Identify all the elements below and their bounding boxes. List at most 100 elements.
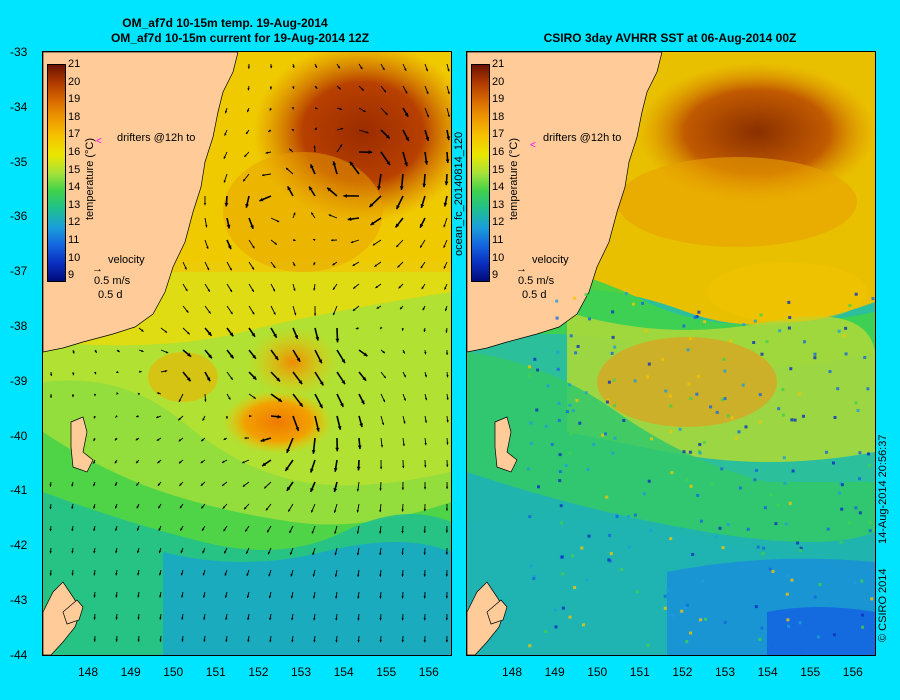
current-arrow-head [285,167,289,171]
current-arrow-head [287,186,292,191]
sst-speckle [785,592,789,596]
current-arrow-head [313,617,316,621]
current-arrow-head [178,417,181,421]
sst-speckle [781,388,785,391]
current-arrow-head [293,238,296,242]
current-arrow-head [185,288,188,292]
current-arrow-head [159,617,162,620]
current-arrow-head [362,376,367,381]
sst-speckle [696,374,700,378]
current-arrow-head [265,151,269,154]
current-arrow-head [402,465,405,469]
current-arrow-head [242,484,246,487]
sst-speckle [787,300,791,304]
sst-speckle [606,398,610,402]
sst-speckle [601,433,605,437]
current-arrow-head [312,596,316,599]
sst-speckle [770,644,774,648]
current-arrow-head [443,224,446,228]
current-arrow-head [178,399,182,402]
current-arrow-head [159,639,162,642]
current-arrow-head [71,484,74,487]
current-arrow-head [333,510,337,513]
sst-speckle [688,337,692,340]
sst-speckle [651,319,654,323]
sst-speckle [863,356,867,359]
current-arrow-head [203,639,206,642]
current-arrow-head [224,110,228,114]
sst-speckle [720,467,724,471]
sst-speckle [862,321,866,325]
current-arrow-head [224,202,229,207]
sst-speckle [714,535,718,539]
sst-speckle [647,479,651,483]
current-arrow-head [295,427,300,432]
current-arrow-head [368,150,373,155]
current-arrow-head [310,164,314,169]
current-arrow-head [246,573,249,576]
current-arrow-head [201,438,204,442]
current-arrow-head [246,551,249,554]
lat-tick-label: -43 [10,593,28,607]
sst-speckle [763,506,767,510]
colorbar-tick-label: 10 [492,251,505,264]
sst-speckle [718,526,722,530]
current-arrow-head [156,415,159,419]
sst-speckle [670,613,674,617]
current-arrow-head [313,145,316,148]
current-arrow-head [423,329,426,332]
sst-speckle [709,405,713,409]
current-arrow-head [202,550,205,554]
current-arrow-head [135,437,139,441]
current-arrow-head [136,460,139,464]
current-arrow-head [316,427,320,432]
sst-speckle [678,427,682,431]
sst-speckle [840,483,844,487]
sst-speckle [826,527,830,531]
lat-tick-label: -42 [10,538,28,553]
lon-tick-label: 156 [418,665,439,679]
current-arrow-head [445,508,449,511]
current-arrow-head [446,442,449,445]
current-arrow-head [223,156,226,159]
lon-tick-label: 153 [291,665,312,679]
lat-tick-label: -39 [10,373,28,388]
colorbar-tick-label: 9 [68,269,75,282]
sst-speckle [854,506,858,510]
current-arrow-head [206,377,211,382]
colorbar-tick-label: 19 [68,93,81,106]
current-arrow-head [445,486,449,489]
lon-tick-label: 154 [333,665,354,679]
current-arrow-head [312,574,315,577]
sst-speckle [529,564,533,568]
current-arrow-head [265,507,269,511]
sst-speckle [631,302,635,306]
current-arrow-head [356,489,360,492]
current-arrow-head [401,530,404,534]
current-arrow-head [379,618,382,621]
sst-speckle [689,397,693,401]
current-arrow-head [71,528,74,532]
current-arrow-head [311,531,314,534]
current-arrow-head [337,425,342,430]
sst-speckle [837,491,841,495]
left-velocity-label: velocity [108,254,145,266]
current-arrow-head [314,127,317,131]
sst-speckle [679,324,683,328]
current-arrow-head [269,639,272,643]
current-arrow-head [293,212,296,215]
current-arrow-head [318,359,322,364]
lat-tick-label: -36 [10,209,28,224]
sst-speckle [650,437,653,441]
current-arrow-head [357,574,360,577]
current-arrow-head [445,596,449,599]
current-arrow-head [226,224,231,229]
current-arrow-head [379,640,382,643]
current-arrow-head [353,286,356,289]
current-arrow-head [335,447,340,452]
current-arrow-head [259,197,264,202]
right-drifters-label: drifters @12h to [543,132,622,144]
current-arrow-head [319,404,323,409]
sst-speckle [777,407,781,411]
sst-speckle [578,421,582,425]
